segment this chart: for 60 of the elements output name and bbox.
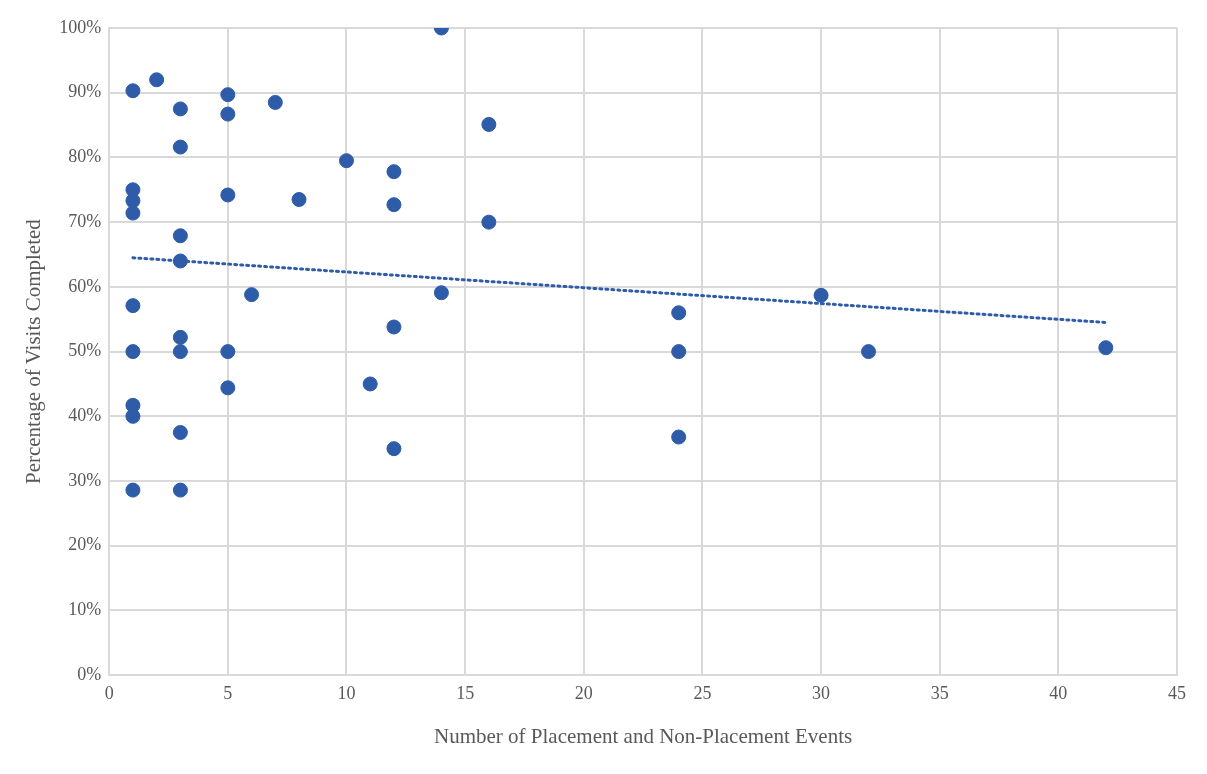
point (386, 164, 402, 180)
point (172, 425, 188, 440)
y-tick-label: 70% (68, 210, 102, 231)
point (149, 72, 165, 88)
point (220, 87, 236, 103)
point (172, 329, 188, 345)
point (1098, 340, 1114, 356)
point (267, 94, 283, 110)
x-tick-label: 10 (337, 682, 356, 703)
x-tick-label: 30 (812, 682, 831, 703)
point (362, 376, 378, 392)
point (172, 482, 188, 498)
point (172, 344, 188, 360)
point (671, 344, 687, 360)
y-tick-label: 80% (68, 146, 102, 167)
point (386, 441, 402, 457)
point (433, 285, 449, 301)
point (125, 482, 141, 498)
x-axis-title: Number of Placement and Non-Placement Events (434, 723, 853, 748)
point (172, 101, 188, 117)
y-axis-title: Percentage of Visits Completed (21, 218, 46, 485)
point (125, 344, 141, 360)
y-tick-label: 90% (68, 81, 102, 102)
point (125, 83, 141, 99)
y-tick-label: 10% (68, 599, 102, 620)
point (291, 192, 307, 208)
point (125, 298, 141, 314)
point (244, 287, 260, 303)
y-tick-label: 100% (59, 16, 102, 37)
point (220, 106, 236, 122)
point (172, 139, 188, 155)
point (220, 187, 236, 203)
point (671, 429, 687, 445)
x-tick-label: 20 (574, 682, 593, 703)
x-tick-label: 35 (930, 682, 949, 703)
x-tick-label: 45 (1168, 682, 1186, 703)
y-tick-label: 0% (77, 663, 102, 684)
x-tick-label: 15 (456, 682, 475, 703)
point (813, 287, 829, 303)
y-tick-label: 40% (68, 405, 102, 426)
point (220, 344, 236, 360)
x-tick-label: 5 (223, 682, 233, 703)
point (125, 193, 141, 209)
point (671, 305, 687, 321)
point (338, 153, 354, 169)
y-tick-label: 50% (68, 340, 102, 361)
point (125, 205, 141, 221)
x-tick-label: 40 (1049, 682, 1068, 703)
point (386, 197, 402, 213)
x-tick-label: 0 (104, 682, 114, 703)
y-tick-label: 30% (68, 469, 102, 490)
y-tick-label: 20% (68, 534, 102, 555)
point (481, 116, 497, 132)
point (220, 380, 236, 396)
point (861, 344, 877, 360)
point (172, 228, 188, 244)
x-tick-label: 25 (693, 682, 712, 703)
point (386, 319, 402, 335)
point (481, 214, 497, 230)
y-tick-label: 60% (68, 275, 102, 296)
